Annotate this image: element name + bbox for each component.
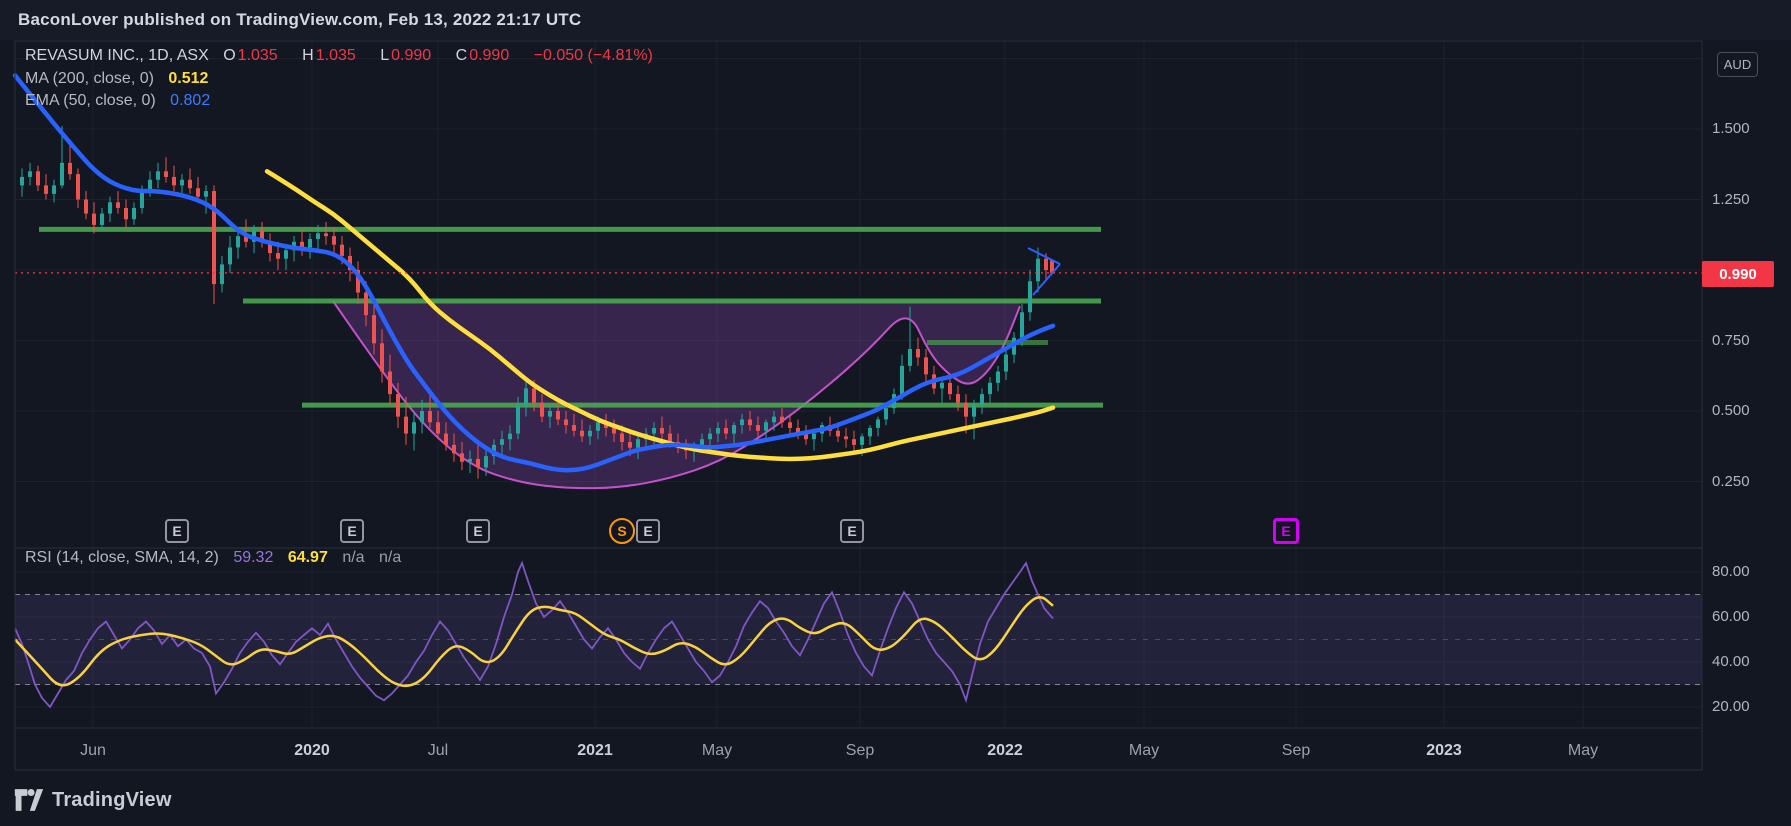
rsi-na-2: n/a — [379, 549, 402, 566]
price-tick-label: 0.750 — [1712, 331, 1750, 349]
ema50-legend-row[interactable]: EMA (50, close, 0) 0.802 — [25, 92, 220, 110]
ma200-value: 0.512 — [168, 70, 209, 87]
last-price-badge: 0.990 — [1702, 261, 1774, 287]
pennant-trendline — [1027, 247, 1061, 265]
rsi-na-1: n/a — [342, 549, 365, 566]
pennant-trendline — [1032, 263, 1061, 296]
time-tick-label: May — [701, 742, 733, 759]
ema50-value: 0.802 — [170, 92, 211, 109]
time-tick-label: 2022 — [987, 742, 1023, 759]
tradingview-logo-icon — [14, 789, 44, 811]
currency-badge[interactable]: AUD — [1717, 52, 1758, 77]
ma200-label: MA (200, close, 0) — [25, 70, 154, 87]
symbol-legend-row[interactable]: REVASUM INC., 1D, ASX O 1.035 H 1.035 L 0.9… — [25, 47, 663, 65]
earnings-marker[interactable]: E — [466, 519, 490, 543]
rsi-value: 59.32 — [233, 549, 274, 566]
cup-and-handle-fill — [333, 301, 1020, 489]
price-tick-label: 0.500 — [1712, 402, 1750, 419]
time-tick-label: 2023 — [1426, 742, 1462, 759]
time-tick-label: 2021 — [577, 742, 613, 759]
time-tick-label: Sep — [845, 742, 875, 759]
ohlc-close: C 0.990 — [455, 47, 510, 64]
symbol-title: REVASUM INC., 1D, ASX — [25, 47, 209, 64]
time-tick-label: 2020 — [294, 742, 330, 759]
rsi-tick-label: 40.00 — [1712, 653, 1750, 670]
time-tick-label: Jul — [427, 742, 449, 759]
earnings-marker[interactable]: E — [840, 519, 864, 543]
time-tick-label: May — [1567, 742, 1599, 759]
ohlc-open: O 1.035 — [223, 47, 278, 64]
cup-and-handle-outline — [332, 300, 1021, 490]
rsi-band — [15, 594, 1702, 685]
ohlc-low: L 0.990 — [380, 47, 432, 64]
time-tick-label: May — [1128, 742, 1160, 759]
rsi-label: RSI (14, close, SMA, 14, 2) — [25, 549, 219, 566]
rsi-legend-row[interactable]: RSI (14, close, SMA, 14, 2) 59.32 64.97 … — [25, 549, 411, 567]
time-tick-label: Sep — [1281, 742, 1311, 759]
ma200-legend-row[interactable]: MA (200, close, 0) 0.512 — [25, 70, 218, 88]
ma200-line — [264, 169, 1056, 462]
earnings-marker[interactable]: E — [636, 519, 660, 543]
price-tick-label: 1.250 — [1712, 190, 1750, 208]
time-tick-label: Jun — [80, 742, 106, 759]
ema50-line — [12, 73, 1056, 473]
tradingview-logo-text: TradingView — [52, 788, 172, 811]
earnings-marker[interactable]: E — [1273, 518, 1299, 544]
earnings-marker[interactable]: E — [165, 519, 189, 543]
rsi-sma-line — [14, 596, 1054, 688]
rsi-ma-value: 64.97 — [287, 549, 328, 566]
split-marker[interactable]: S — [609, 518, 635, 544]
rsi-tick-label: 20.00 — [1712, 698, 1750, 715]
earnings-marker[interactable]: E — [340, 519, 364, 543]
price-tick-label: 1.500 — [1712, 120, 1750, 137]
publish-text: BaconLover published on TradingView.com,… — [18, 10, 582, 29]
rsi-tick-label: 80.00 — [1712, 563, 1750, 580]
publish-bar: BaconLover published on TradingView.com,… — [0, 0, 1791, 40]
rsi-tick-label: 60.00 — [1712, 608, 1750, 625]
tradingview-watermark[interactable]: TradingView — [14, 786, 172, 814]
ema50-label: EMA (50, close, 0) — [25, 92, 156, 109]
price-tick-label: 0.250 — [1712, 472, 1750, 490]
price-change: −0.050 (−4.81%) — [533, 47, 653, 64]
ohlc-high: H 1.035 — [302, 47, 356, 64]
